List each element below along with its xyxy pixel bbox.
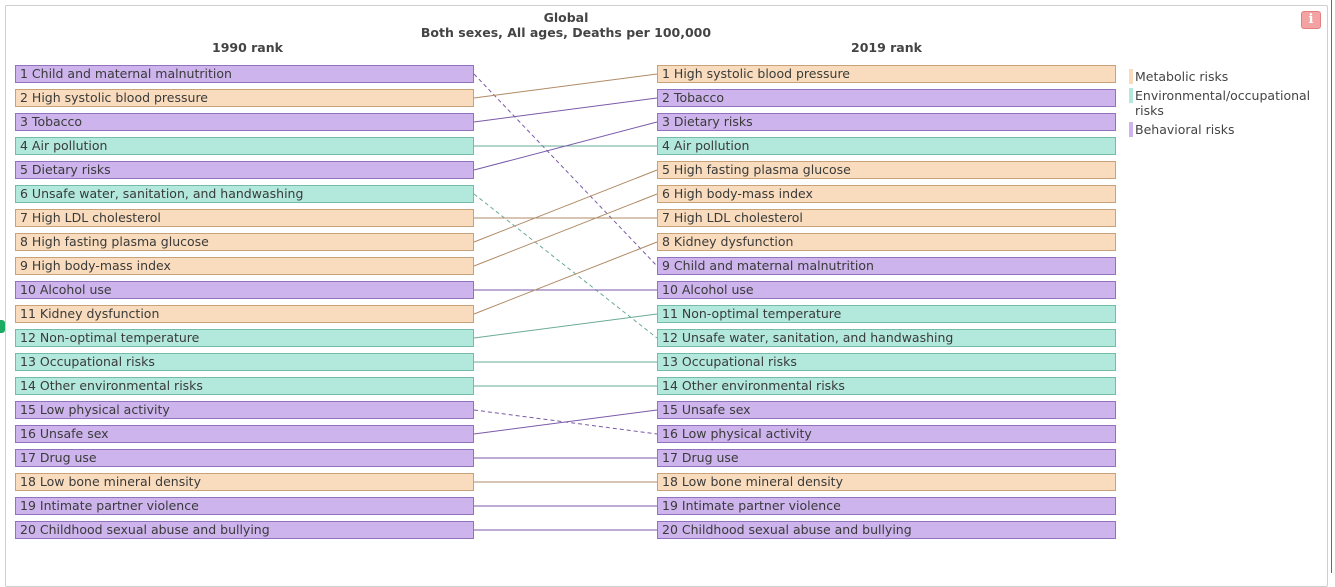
right-rank-item[interactable]: 17 Drug use [657,449,1116,467]
right-rank-item[interactable]: 18 Low bone mineral density [657,473,1116,491]
rank-link-line [474,242,657,314]
right-rank-item[interactable]: 13 Occupational risks [657,353,1116,371]
right-rank-item[interactable]: 4 Air pollution [657,137,1116,155]
left-rank-item[interactable]: 13 Occupational risks [15,353,474,371]
legend-label: Metabolic risks [1135,69,1335,84]
right-rank-item[interactable]: 3 Dietary risks [657,113,1116,131]
right-rank-item[interactable]: 16 Low physical activity [657,425,1116,443]
legend-swatch [1129,69,1133,84]
left-rank-item[interactable]: 18 Low bone mineral density [15,473,474,491]
right-rank-item[interactable]: 10 Alcohol use [657,281,1116,299]
left-rank-item[interactable]: 19 Intimate partner violence [15,497,474,515]
right-rank-item[interactable]: 6 High body-mass index [657,185,1116,203]
rank-link-line [474,170,657,242]
left-rank-item[interactable]: 8 High fasting plasma glucose [15,233,474,251]
left-rank-item[interactable]: 16 Unsafe sex [15,425,474,443]
right-rank-item[interactable]: 12 Unsafe water, sanitation, and handwas… [657,329,1116,347]
legend-swatch [1129,122,1133,137]
rank-link-line [474,74,657,98]
right-rank-item[interactable]: 14 Other environmental risks [657,377,1116,395]
right-rank-item[interactable]: 9 Child and maternal malnutrition [657,257,1116,275]
rank-link-line [474,314,657,338]
right-rank-item[interactable]: 7 High LDL cholesterol [657,209,1116,227]
left-rank-item[interactable]: 11 Kidney dysfunction [15,305,474,323]
right-rank-item[interactable]: 15 Unsafe sex [657,401,1116,419]
right-rank-item[interactable]: 11 Non-optimal temperature [657,305,1116,323]
rank-link-line [474,194,657,266]
left-rank-item[interactable]: 5 Dietary risks [15,161,474,179]
left-rank-item[interactable]: 2 High systolic blood pressure [15,89,474,107]
left-rank-item[interactable]: 4 Air pollution [15,137,474,155]
right-rank-item[interactable]: 8 Kidney dysfunction [657,233,1116,251]
left-rank-item[interactable]: 1 Child and maternal malnutrition [15,65,474,83]
right-rank-item[interactable]: 19 Intimate partner violence [657,497,1116,515]
left-rank-item[interactable]: 10 Alcohol use [15,281,474,299]
rank-link-line [474,194,657,338]
right-rank-item[interactable]: 5 High fasting plasma glucose [657,161,1116,179]
rank-link-line [474,98,657,122]
left-rank-item[interactable]: 20 Childhood sexual abuse and bullying [15,521,474,539]
left-rank-item[interactable]: 9 High body-mass index [15,257,474,275]
left-rank-item[interactable]: 17 Drug use [15,449,474,467]
legend-label: Behavioral risks [1135,122,1335,137]
left-rank-item[interactable]: 6 Unsafe water, sanitation, and handwash… [15,185,474,203]
left-rank-item[interactable]: 3 Tobacco [15,113,474,131]
legend-swatch [1129,88,1133,103]
right-rank-item[interactable]: 2 Tobacco [657,89,1116,107]
rank-link-line [474,74,657,266]
left-rank-item[interactable]: 7 High LDL cholesterol [15,209,474,227]
right-rank-item[interactable]: 1 High systolic blood pressure [657,65,1116,83]
left-rank-item[interactable]: 12 Non-optimal temperature [15,329,474,347]
right-rank-item[interactable]: 20 Childhood sexual abuse and bullying [657,521,1116,539]
left-rank-item[interactable]: 14 Other environmental risks [15,377,474,395]
left-rank-item[interactable]: 15 Low physical activity [15,401,474,419]
legend-label: Environmental/occupational risks [1135,88,1325,118]
